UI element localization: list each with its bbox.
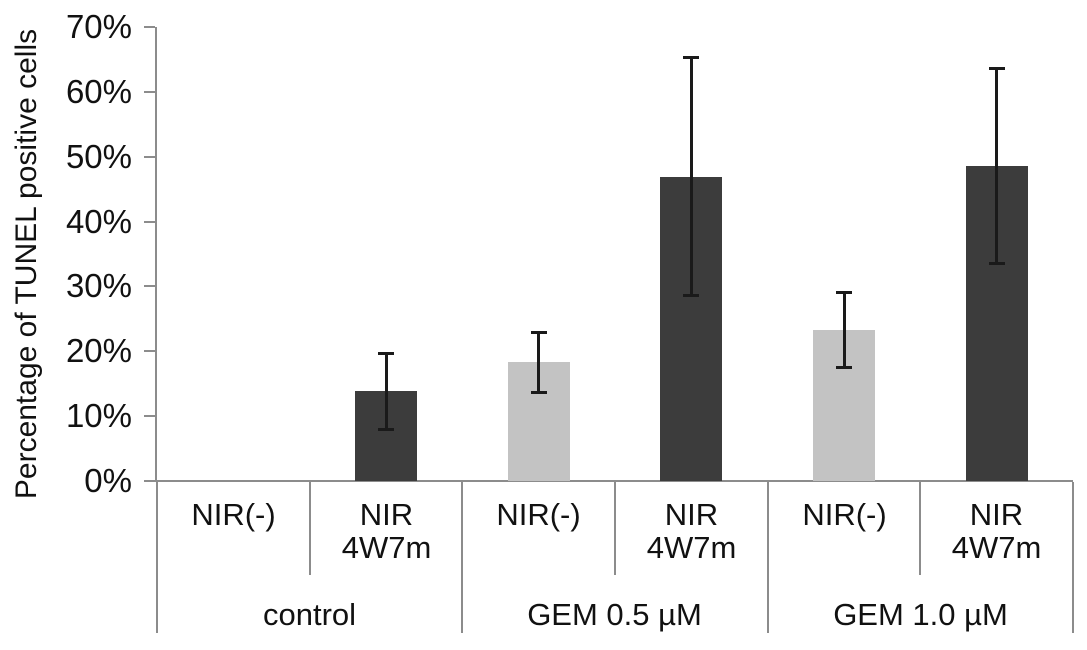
y-axis-line — [155, 27, 157, 481]
group-divider-line — [1072, 482, 1074, 633]
category-label: NIR 4W7m — [310, 498, 463, 564]
category-divider-line — [614, 482, 616, 575]
y-tick-label: 60% — [65, 73, 132, 110]
category-label: NIR(-) — [462, 498, 615, 531]
y-tick-label: 30% — [65, 267, 132, 304]
y-axis-tick — [144, 350, 155, 352]
y-axis-tick — [144, 480, 155, 482]
category-label-line: 4W7m — [646, 530, 737, 565]
category-divider-line — [309, 482, 311, 575]
y-axis-tick — [144, 415, 155, 417]
y-axis-tick — [144, 221, 155, 223]
error-bar-line — [537, 332, 540, 393]
category-label: NIR 4W7m — [920, 498, 1073, 564]
category-label-line: NIR — [969, 497, 1024, 532]
error-bar-cap-bottom — [989, 262, 1005, 265]
y-tick-label: 40% — [65, 203, 132, 240]
y-tick-label: 0% — [84, 462, 132, 499]
error-bar-cap-top — [531, 331, 547, 334]
error-bar-cap-top — [378, 352, 394, 355]
y-axis-tick — [144, 26, 155, 28]
y-axis-tick — [144, 156, 155, 158]
y-tick-label: 10% — [65, 397, 132, 434]
category-label: NIR(-) — [157, 498, 310, 531]
group-divider-line — [156, 482, 158, 633]
group-label: GEM 0.5 µM — [527, 597, 702, 632]
error-bar-cap-bottom — [378, 428, 394, 431]
y-tick-label: 20% — [65, 332, 132, 369]
y-axis-tick — [144, 91, 155, 93]
error-bar-cap-top — [989, 67, 1005, 70]
category-label-line: NIR(-) — [802, 497, 887, 532]
error-bar-cap-bottom — [836, 366, 852, 369]
error-bar-line — [690, 57, 693, 296]
category-label-line: NIR(-) — [191, 497, 276, 532]
error-bar-line — [995, 68, 998, 264]
category-divider-line — [919, 482, 921, 575]
category-label-line: NIR — [359, 497, 414, 532]
error-bar-cap-bottom — [531, 391, 547, 394]
error-bar-line — [843, 292, 846, 367]
category-label-line: NIR — [664, 497, 719, 532]
group-label: control — [262, 597, 357, 632]
error-bar-cap-bottom — [683, 294, 699, 297]
group-divider-line — [461, 482, 463, 633]
error-bar-line — [385, 353, 388, 431]
y-tick-label: 50% — [65, 138, 132, 175]
category-label-line: NIR(-) — [496, 497, 581, 532]
category-label: NIR 4W7m — [615, 498, 768, 564]
group-divider-line — [767, 482, 769, 633]
category-label-line: 4W7m — [341, 530, 432, 565]
y-tick-label: 70% — [65, 8, 132, 45]
category-label-line: 4W7m — [951, 530, 1042, 565]
group-label: GEM 1.0 µM — [833, 597, 1008, 632]
y-axis-tick — [144, 285, 155, 287]
error-bar-cap-top — [683, 56, 699, 59]
x-axis-line — [155, 480, 1073, 482]
error-bar-cap-top — [836, 291, 852, 294]
category-label: NIR(-) — [768, 498, 921, 531]
